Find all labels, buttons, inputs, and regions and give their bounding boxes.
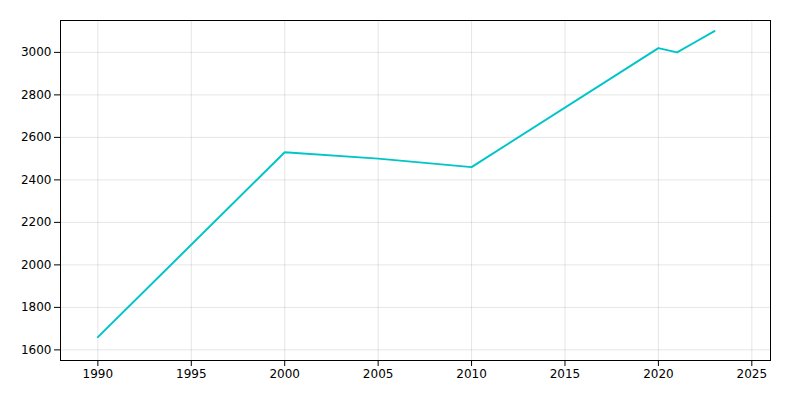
svg-text:1600: 1600 bbox=[21, 343, 52, 357]
svg-text:2400: 2400 bbox=[21, 173, 52, 187]
svg-text:2005: 2005 bbox=[363, 367, 394, 381]
svg-text:2200: 2200 bbox=[21, 215, 52, 229]
svg-text:3000: 3000 bbox=[21, 45, 52, 59]
svg-text:2800: 2800 bbox=[21, 88, 52, 102]
svg-text:2000: 2000 bbox=[269, 367, 300, 381]
svg-text:1800: 1800 bbox=[21, 300, 52, 314]
svg-text:2015: 2015 bbox=[550, 367, 581, 381]
svg-text:2025: 2025 bbox=[737, 367, 768, 381]
svg-text:1995: 1995 bbox=[176, 367, 207, 381]
svg-text:1990: 1990 bbox=[83, 367, 114, 381]
svg-text:2020: 2020 bbox=[643, 367, 674, 381]
svg-text:2000: 2000 bbox=[21, 258, 52, 272]
svg-text:2600: 2600 bbox=[21, 130, 52, 144]
svg-text:2010: 2010 bbox=[456, 367, 487, 381]
